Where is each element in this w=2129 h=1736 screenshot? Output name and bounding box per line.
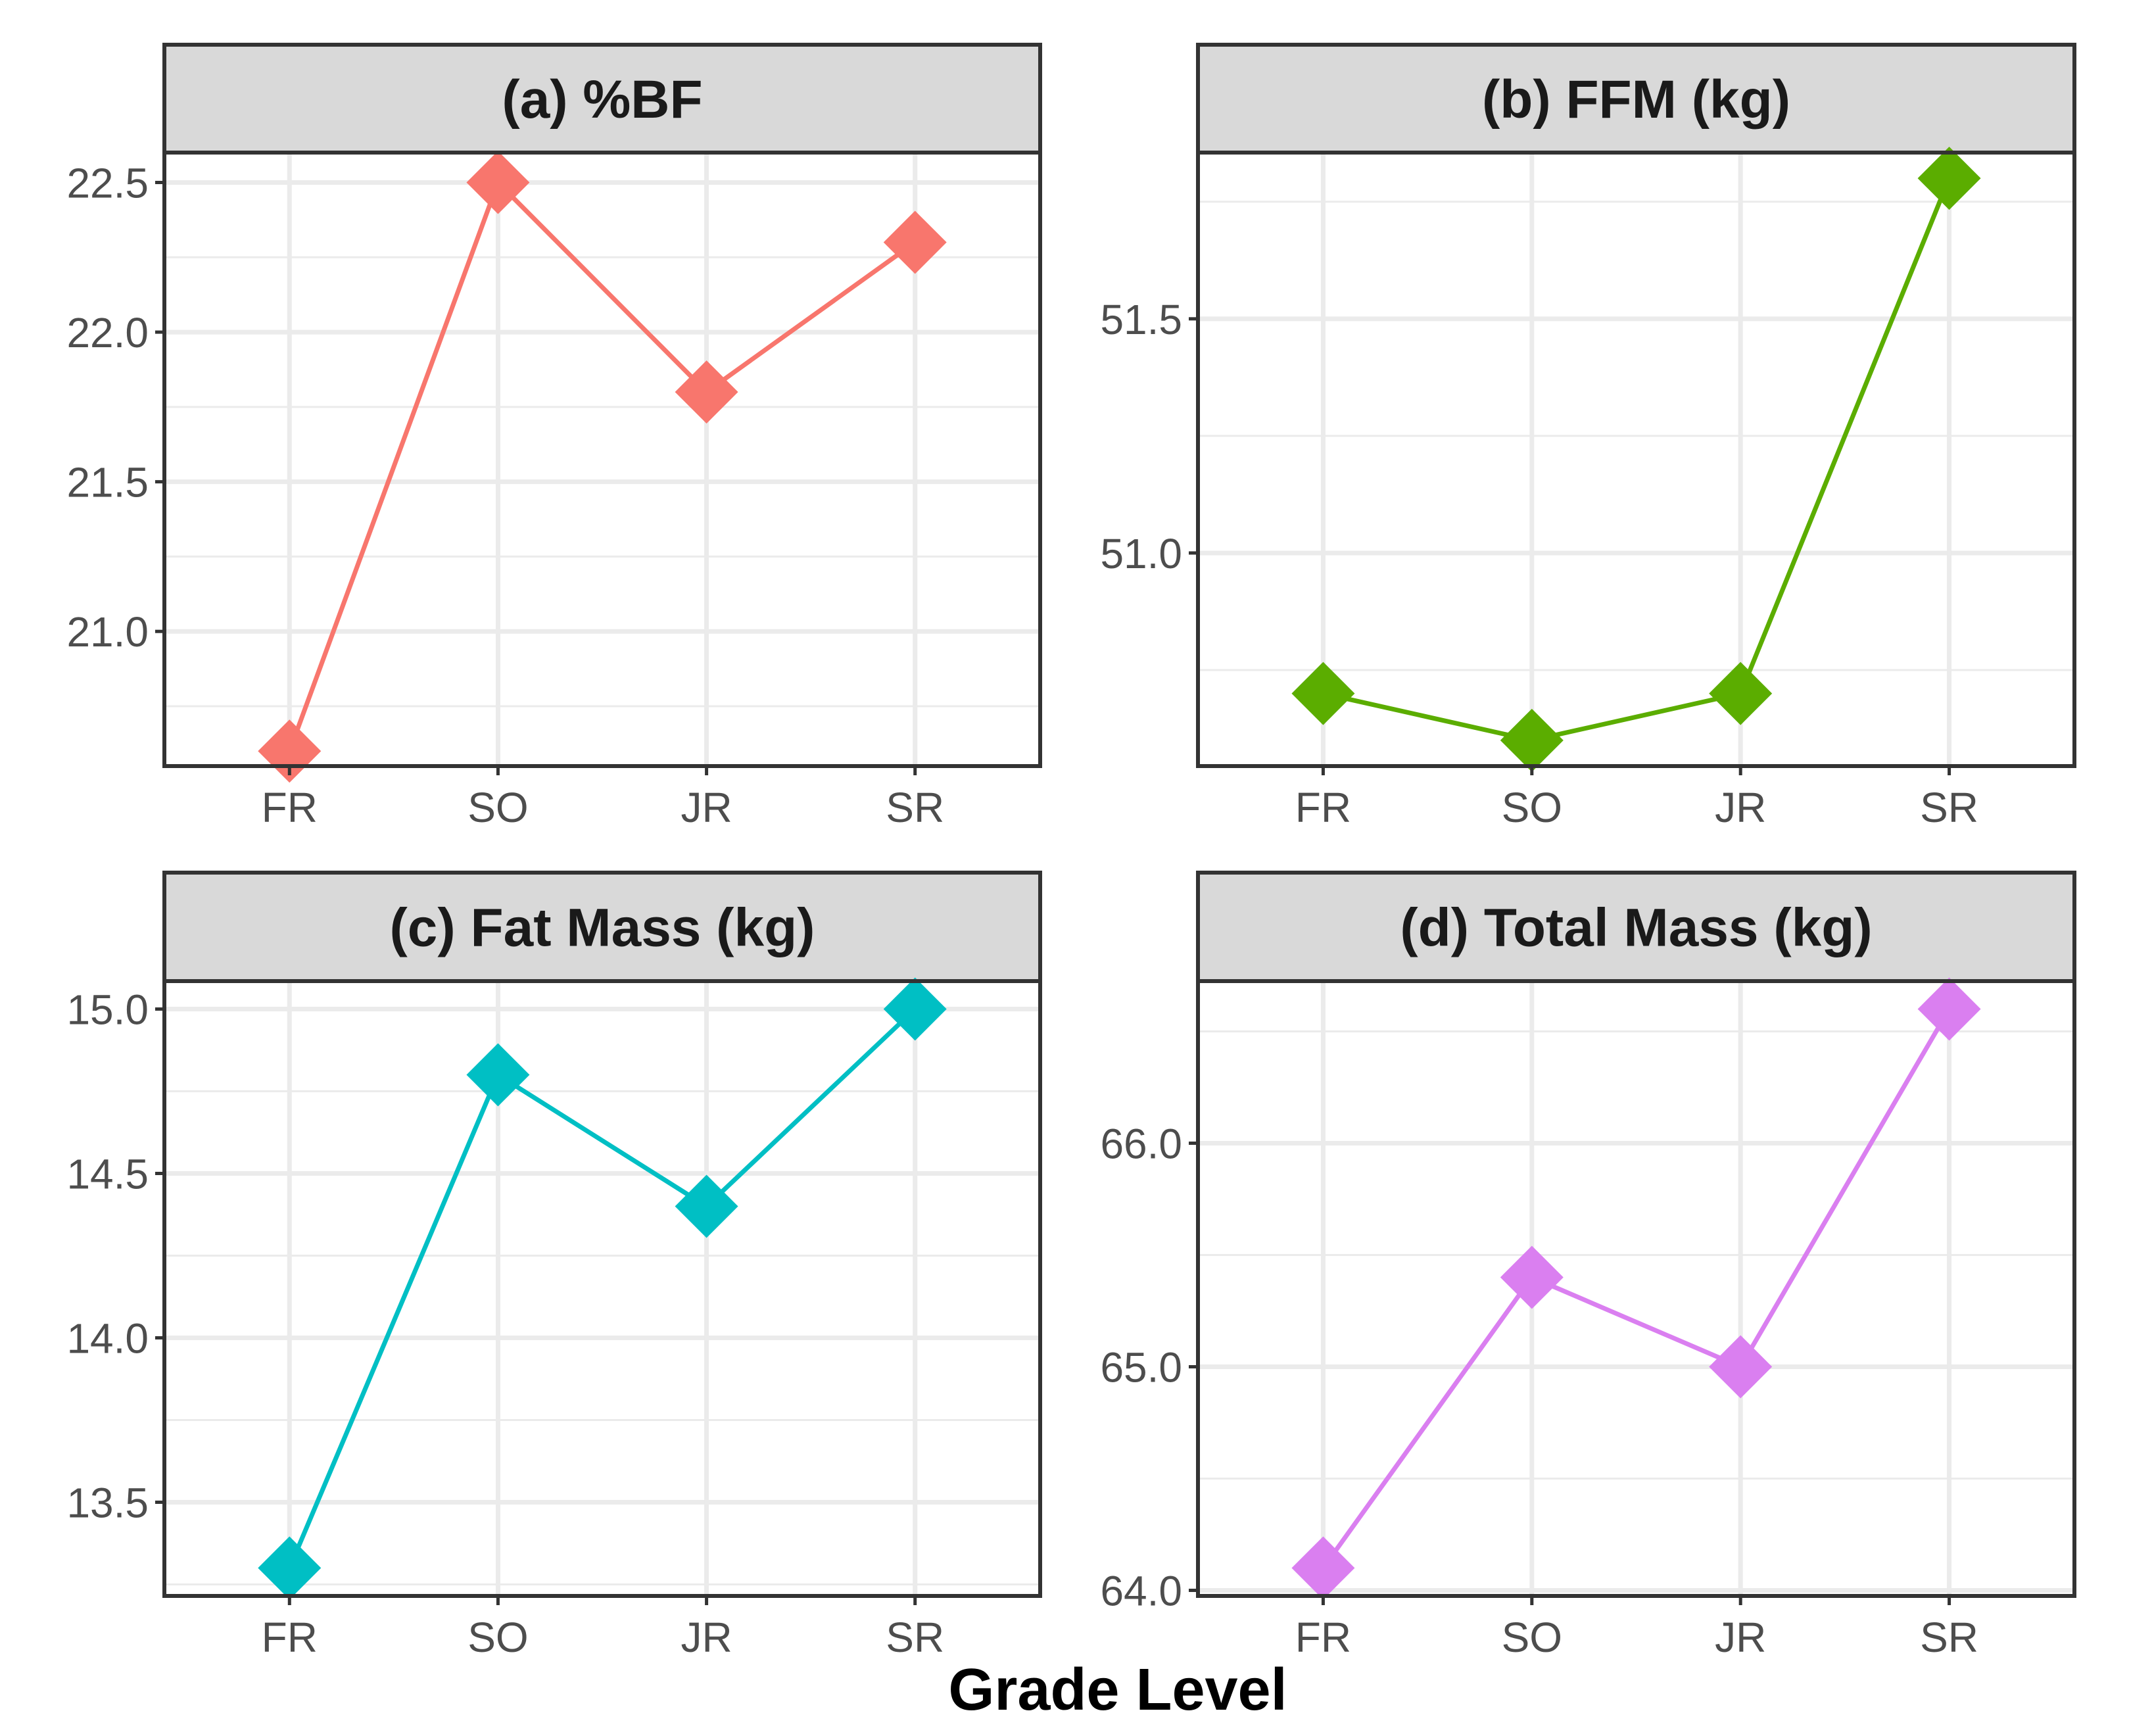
panel-border	[162, 151, 1042, 768]
x-tick-label: SR	[886, 784, 944, 831]
panel-border	[162, 979, 1042, 1598]
y-tick-label: 65.0	[1100, 1344, 1182, 1391]
y-tick-label: 22.0	[66, 309, 149, 356]
plot-background	[164, 981, 1040, 1596]
panel-4: (d) Total Mass (kg) 64.0 65.0 66.0 FR SO JR SR	[1100, 871, 2076, 1661]
data-point-sr	[883, 210, 947, 274]
x-tick-label: JR	[1715, 784, 1766, 831]
panel-title: (c) Fat Mass (kg)	[390, 898, 815, 958]
series-line	[287, 1007, 917, 1569]
x-tick-label: FR	[262, 784, 318, 831]
panel-strip	[1196, 43, 2076, 155]
plot-background	[1198, 153, 2074, 766]
y-tick-label: 14.5	[66, 1151, 149, 1198]
panel-title: (d) Total Mass (kg)	[1400, 898, 1872, 958]
panel-border	[1196, 151, 2076, 768]
panel-strip	[162, 871, 1042, 983]
data-point-so	[1500, 708, 1564, 772]
data-point-sr	[1917, 977, 1981, 1041]
y-tick-label: 14.0	[66, 1315, 149, 1362]
y-tick-label: 51.5	[1100, 296, 1182, 343]
panel-1: (a) %BF 21.0 21.5 22.0 22.5 FR SO JR SR	[66, 43, 1042, 831]
data-point-fr	[258, 1536, 322, 1600]
data-point-so	[466, 1043, 530, 1107]
data-point-jr	[675, 360, 738, 424]
y-tick-label: 51.0	[1100, 530, 1182, 577]
series-line	[287, 180, 917, 752]
y-tick-label: 22.5	[66, 160, 149, 207]
panel-3: (c) Fat Mass (kg) 13.5 14.0 14.5 15.0 FR SO JR S…	[66, 871, 1042, 1661]
data-point-fr	[1291, 662, 1355, 725]
x-tick-label: SR	[886, 1614, 944, 1661]
y-tick-label: 21.5	[66, 459, 149, 506]
data-point-jr	[675, 1174, 738, 1238]
x-tick-label: SR	[1920, 784, 1978, 831]
panel-title: (b) FFM (kg)	[1482, 70, 1790, 130]
data-point-jr	[1709, 662, 1773, 725]
y-tick-label: 64.0	[1100, 1568, 1182, 1615]
x-tick-label: FR	[1295, 1614, 1351, 1661]
panel-2: (b) FFM (kg) 51.0 51.5 FR SO JR SR	[1100, 43, 2076, 831]
x-tick-label: SO	[467, 784, 528, 831]
y-tick-label: 66.0	[1100, 1121, 1182, 1168]
data-point-so	[1500, 1245, 1564, 1309]
series-line	[1321, 1007, 1951, 1570]
data-point-sr	[883, 977, 947, 1041]
x-tick-label: SR	[1920, 1614, 1978, 1661]
x-tick-label: SO	[1502, 784, 1562, 831]
panel-border	[1196, 979, 2076, 1598]
x-tick-label: FR	[1295, 784, 1351, 831]
panel-strip	[162, 43, 1042, 155]
data-point-jr	[1709, 1335, 1773, 1399]
y-tick-label: 13.5	[66, 1480, 149, 1527]
plot-background	[1198, 981, 2074, 1596]
panel-title: (a) %BF	[502, 70, 702, 130]
x-tick-label: JR	[681, 1614, 732, 1661]
x-tick-label: JR	[681, 784, 732, 831]
y-tick-label: 21.0	[66, 608, 149, 656]
data-point-fr	[1291, 1536, 1355, 1600]
y-tick-label: 15.0	[66, 986, 149, 1034]
x-axis-title: Grade Level	[948, 1657, 1287, 1723]
data-point-sr	[1917, 147, 1981, 210]
series-line	[1322, 177, 1951, 743]
x-tick-label: JR	[1715, 1614, 1766, 1661]
data-point-so	[466, 151, 530, 214]
x-tick-label: FR	[262, 1614, 318, 1661]
x-tick-label: SO	[1502, 1614, 1562, 1661]
x-tick-label: SO	[467, 1614, 528, 1661]
